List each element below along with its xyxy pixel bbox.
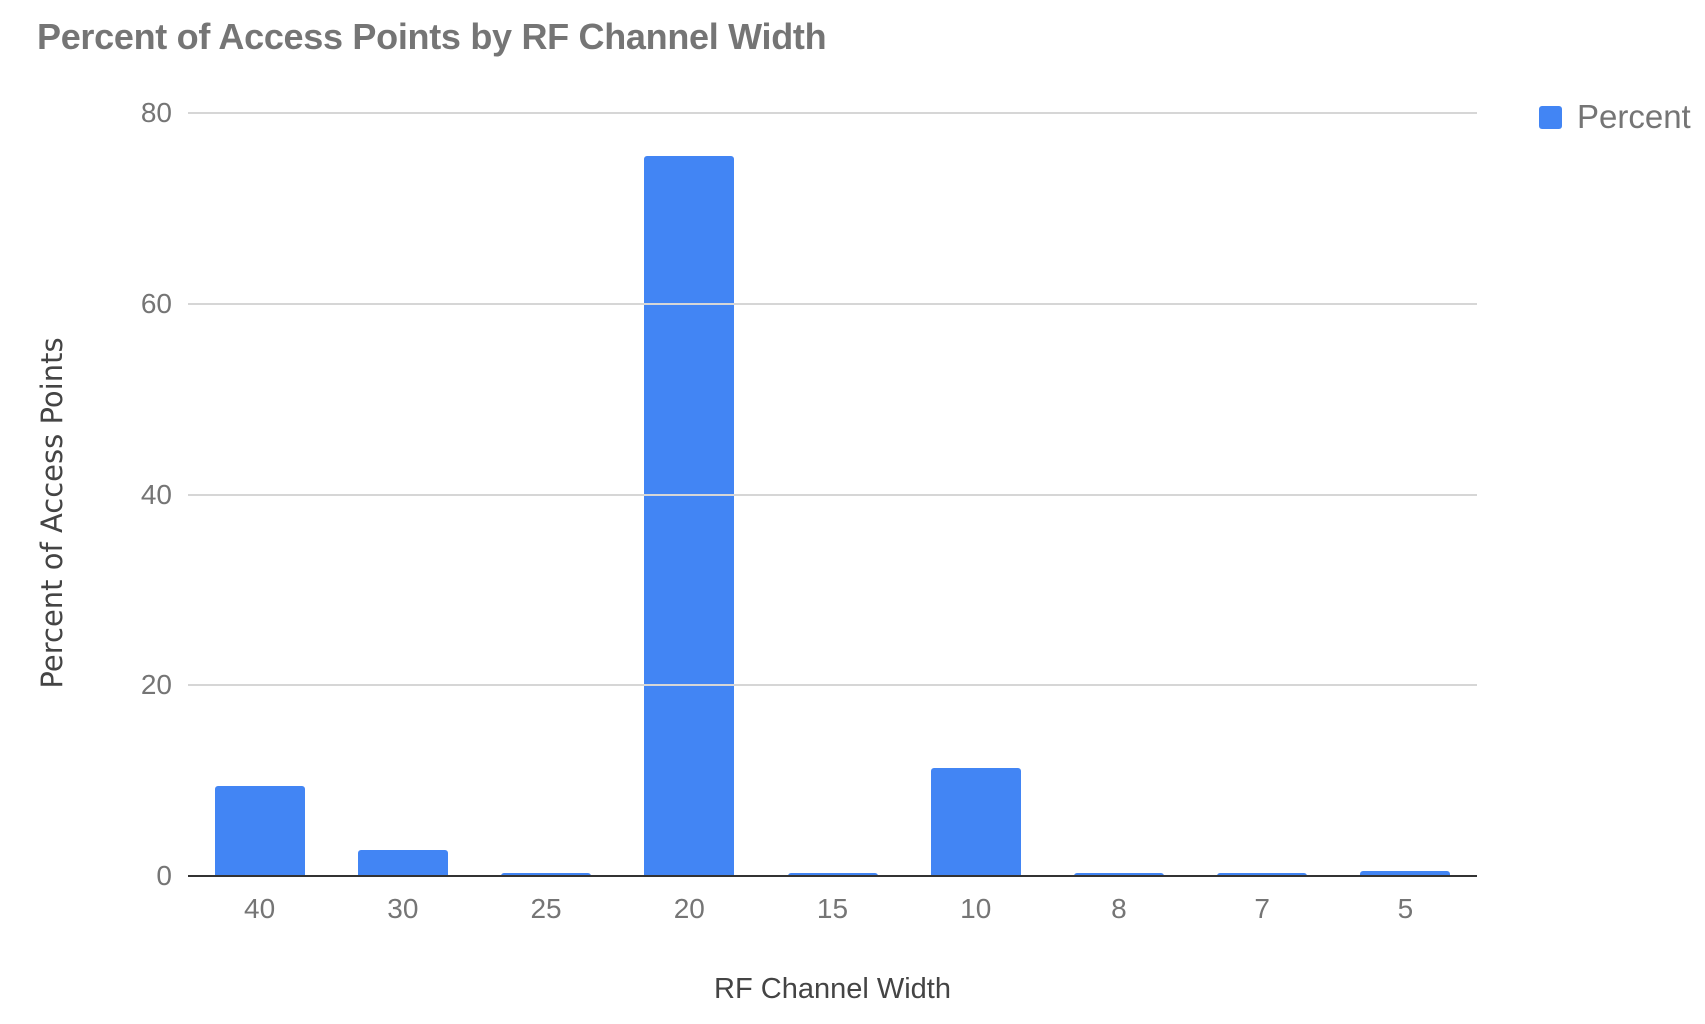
x-tick-label: 40 <box>244 893 276 924</box>
bar-30[interactable] <box>357 850 448 876</box>
legend: Percent <box>1539 98 1691 136</box>
y-tick-label: 0 <box>156 860 172 891</box>
bar-5[interactable] <box>1360 871 1451 876</box>
x-tick-label: 5 <box>1397 893 1414 924</box>
bar-15[interactable] <box>787 873 878 876</box>
x-tick-label: 30 <box>387 893 419 924</box>
gridline <box>188 493 1477 496</box>
x-tick-label: 15 <box>816 893 849 924</box>
y-tick-label: 60 <box>140 287 172 319</box>
bar-40[interactable] <box>214 786 305 876</box>
y-tick-label: 80 <box>140 97 172 128</box>
chart-title: Percent of Access Points by RF Channel W… <box>37 16 827 57</box>
gridline <box>188 112 1477 114</box>
legend-label: Percent <box>1577 98 1691 135</box>
gridline <box>188 302 1477 305</box>
bar-10[interactable] <box>930 768 1021 876</box>
x-tick-label: 10 <box>960 893 992 924</box>
gridline <box>188 684 1477 687</box>
y-tick-label: 20 <box>140 669 172 701</box>
y-axis-title: Percent of Access Points <box>35 337 69 689</box>
bar-20[interactable] <box>644 155 735 876</box>
y-tick-label: 40 <box>140 478 172 510</box>
bar-25[interactable] <box>501 873 592 876</box>
x-axis-title: RF Channel Width <box>714 973 951 1005</box>
bar-8[interactable] <box>1073 873 1164 876</box>
x-tick-label: 25 <box>530 893 562 924</box>
x-tick-label: 7 <box>1254 893 1270 924</box>
legend-swatch-icon <box>1539 105 1562 129</box>
bar-7[interactable] <box>1217 873 1308 876</box>
plot-area <box>188 112 1477 877</box>
x-tick-label: 8 <box>1111 893 1127 924</box>
x-tick-label: 20 <box>673 893 705 924</box>
baseline-axis <box>188 875 1477 877</box>
